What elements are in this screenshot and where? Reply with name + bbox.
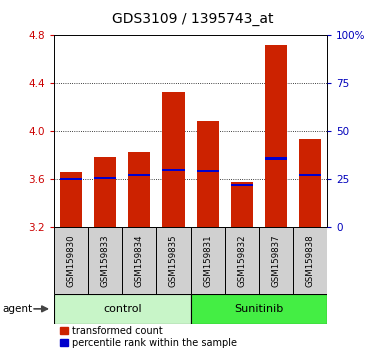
Bar xyxy=(231,184,253,187)
FancyBboxPatch shape xyxy=(293,227,327,294)
Bar xyxy=(231,182,253,227)
Text: GSM159834: GSM159834 xyxy=(135,234,144,286)
Text: GSM159831: GSM159831 xyxy=(203,234,212,286)
Bar xyxy=(60,178,82,180)
FancyBboxPatch shape xyxy=(54,227,88,294)
Bar xyxy=(162,92,184,227)
Bar xyxy=(299,174,321,176)
Bar xyxy=(128,174,151,176)
FancyBboxPatch shape xyxy=(54,294,191,324)
Text: GSM159835: GSM159835 xyxy=(169,234,178,286)
Bar xyxy=(128,153,151,227)
Bar xyxy=(94,177,116,179)
Text: GSM159832: GSM159832 xyxy=(237,234,246,286)
Text: agent: agent xyxy=(2,304,32,314)
Text: GSM159837: GSM159837 xyxy=(271,234,281,286)
Text: GDS3109 / 1395743_at: GDS3109 / 1395743_at xyxy=(112,12,273,27)
Bar xyxy=(265,158,287,160)
Text: control: control xyxy=(103,304,142,314)
FancyBboxPatch shape xyxy=(88,227,122,294)
Bar xyxy=(299,139,321,227)
FancyBboxPatch shape xyxy=(156,227,191,294)
FancyBboxPatch shape xyxy=(122,227,156,294)
FancyBboxPatch shape xyxy=(259,227,293,294)
Text: GSM159830: GSM159830 xyxy=(67,234,75,286)
Bar xyxy=(197,121,219,227)
FancyBboxPatch shape xyxy=(191,227,225,294)
Bar xyxy=(197,170,219,172)
Bar xyxy=(94,157,116,227)
Bar xyxy=(265,45,287,227)
FancyBboxPatch shape xyxy=(225,227,259,294)
Legend: transformed count, percentile rank within the sample: transformed count, percentile rank withi… xyxy=(59,325,238,349)
Text: GSM159838: GSM159838 xyxy=(306,234,315,286)
Bar xyxy=(60,172,82,227)
Text: Sunitinib: Sunitinib xyxy=(234,304,283,314)
Bar xyxy=(162,169,184,171)
Text: GSM159833: GSM159833 xyxy=(100,234,110,286)
FancyBboxPatch shape xyxy=(191,294,327,324)
